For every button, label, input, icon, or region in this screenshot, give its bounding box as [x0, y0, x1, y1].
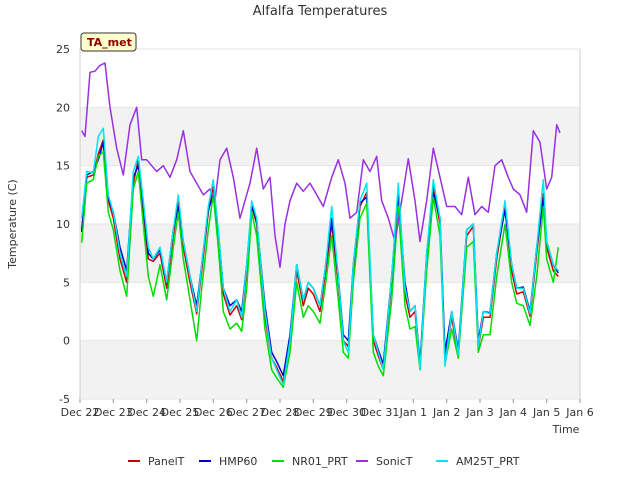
y-tick-label: 5: [63, 276, 70, 289]
y-tick-label: 0: [63, 335, 70, 348]
x-tick-label: Jan 6: [565, 406, 593, 419]
legend-label-hmp60: HMP60: [219, 455, 257, 468]
legend: PanelT HMP60 NR01_PRT SonicT AM25T_PRT: [128, 455, 520, 468]
y-axis-title: Temperature (C): [6, 179, 19, 269]
x-tick-label: Dec 31: [361, 406, 400, 419]
x-tick-label: Dec 27: [227, 406, 266, 419]
x-tick-label: Jan 1: [399, 406, 427, 419]
x-tick-label: Dec 30: [327, 406, 366, 419]
y-tick-label: 10: [56, 218, 70, 231]
legend-label-am25t-prt: AM25T_PRT: [456, 455, 520, 468]
x-tick-label: Dec 23: [94, 406, 133, 419]
x-tick-label: Dec 24: [127, 406, 166, 419]
background-band: [80, 340, 580, 399]
legend-label-sonict: SonicT: [376, 455, 413, 468]
x-tick-label: Jan 3: [465, 406, 493, 419]
series-line-am25t-prt: [80, 127, 559, 386]
x-tick-label: Jan 2: [432, 406, 460, 419]
series-lines: [80, 62, 561, 389]
y-tick-label: 25: [56, 43, 70, 56]
x-tick-label: Dec 26: [194, 406, 233, 419]
annotation-tag-box: [80, 32, 137, 52]
y-tick-label: 15: [56, 160, 70, 173]
x-axis-title: Time: [552, 423, 580, 436]
legend-label-nr01-prt: NR01_PRT: [292, 455, 348, 468]
y-axis-tick-labels: -5 0 5 10 15 20 25: [56, 43, 70, 406]
x-tick-label: Dec 25: [161, 406, 200, 419]
legend-label-panelt: PanelT: [148, 455, 185, 468]
annotation-tag-label: TA_met: [87, 36, 132, 49]
x-tick-label: Jan 5: [532, 406, 560, 419]
series-line-sonict: [81, 62, 561, 268]
chart-title: Alfalfa Temperatures: [253, 4, 388, 19]
y-tick-label: 20: [56, 101, 70, 114]
x-tick-label: Jan 4: [499, 406, 527, 419]
annotation-tag: TA_met: [80, 32, 137, 52]
background-band: [80, 107, 580, 166]
x-tick-label: Dec 29: [294, 406, 333, 419]
y-tick-label: -5: [59, 393, 70, 406]
x-tick-label: Dec 28: [261, 406, 300, 419]
x-tick-label: Dec 22: [61, 406, 100, 419]
